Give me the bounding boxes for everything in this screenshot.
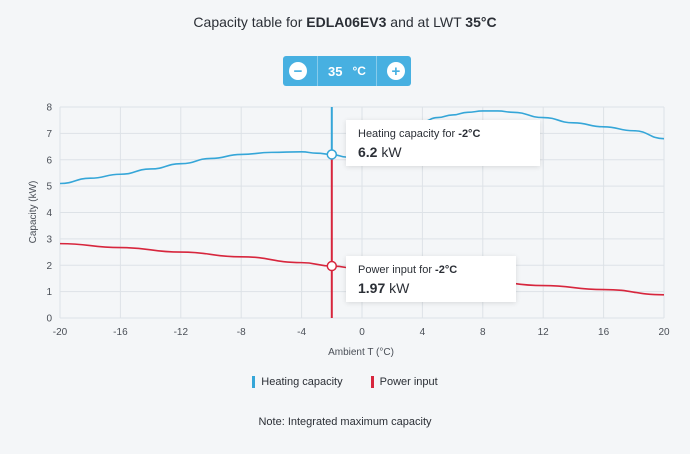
x-tick-label: 16 [598, 327, 610, 338]
heating-tooltip-value: 6.2 kW [358, 144, 402, 160]
y-tick-label: 4 [46, 208, 52, 219]
legend-item-heating[interactable]: Heating capacity [252, 376, 343, 388]
plus-icon[interactable]: + [386, 62, 405, 80]
stepper-divider [317, 56, 318, 86]
x-tick-label: 0 [359, 327, 365, 338]
legend-item-power[interactable]: Power input [370, 376, 438, 388]
y-tick-label: 7 [46, 129, 52, 140]
y-tick-label: 2 [46, 261, 52, 272]
power-point-marker [326, 260, 338, 272]
stepper-value[interactable]: 35 [328, 63, 343, 79]
legend-label-power: Power input [379, 376, 438, 388]
heating-tooltip-label: Heating capacity for -2°C [358, 128, 481, 140]
lwt-value: 35°C [465, 14, 497, 30]
x-tick-label: 12 [538, 327, 550, 338]
x-tick-label: 8 [480, 327, 486, 338]
power-tooltip-value: 1.97 kW [358, 280, 410, 296]
stepper-divider [375, 56, 377, 86]
y-axis-label: Capacity (kW) [28, 181, 39, 244]
stepper-unit: °C [352, 64, 366, 78]
model-name: EDLA06EV3 [306, 14, 387, 30]
y-tick-label: 1 [46, 287, 52, 298]
legend-swatch-power [370, 376, 374, 388]
x-tick-label: 4 [420, 327, 426, 338]
x-tick-label: -8 [237, 327, 246, 338]
y-tick-label: 0 [46, 314, 52, 325]
y-tick-label: 8 [46, 103, 52, 114]
y-tick-label: 3 [46, 234, 52, 245]
legend-swatch-heating [252, 376, 256, 388]
y-tick-label: 6 [46, 155, 52, 166]
y-tick-label: 5 [46, 182, 52, 193]
heating-tooltip: Heating capacity for -2°C 6.2 kW [346, 120, 540, 166]
title-middle: and at LWT [386, 14, 466, 30]
x-tick-label: -16 [113, 327, 128, 338]
x-tick-label: 20 [658, 327, 670, 338]
crosshair [326, 107, 338, 318]
x-tick-label: -4 [297, 327, 306, 338]
x-axis-label: Ambient T (°C) [328, 347, 394, 358]
chart-legend: Heating capacity Power input [0, 376, 690, 388]
x-tick-label: -12 [174, 327, 189, 338]
legend-label-heating: Heating capacity [261, 376, 343, 388]
note-text: Note: Integrated maximum capacity [258, 416, 432, 428]
title-prefix: Capacity table for [193, 14, 307, 30]
lwt-stepper: − 35 °C + [283, 56, 411, 86]
power-tooltip-label: Power input for -2°C [358, 264, 458, 276]
x-tick-label: -20 [53, 327, 68, 338]
minus-icon[interactable]: − [289, 62, 307, 80]
power-tooltip: Power input for -2°C 1.97 kW [346, 256, 516, 302]
heating-point-marker [326, 149, 338, 160]
page-title: Capacity table for EDLA06EV3 and at LWT … [0, 14, 690, 30]
